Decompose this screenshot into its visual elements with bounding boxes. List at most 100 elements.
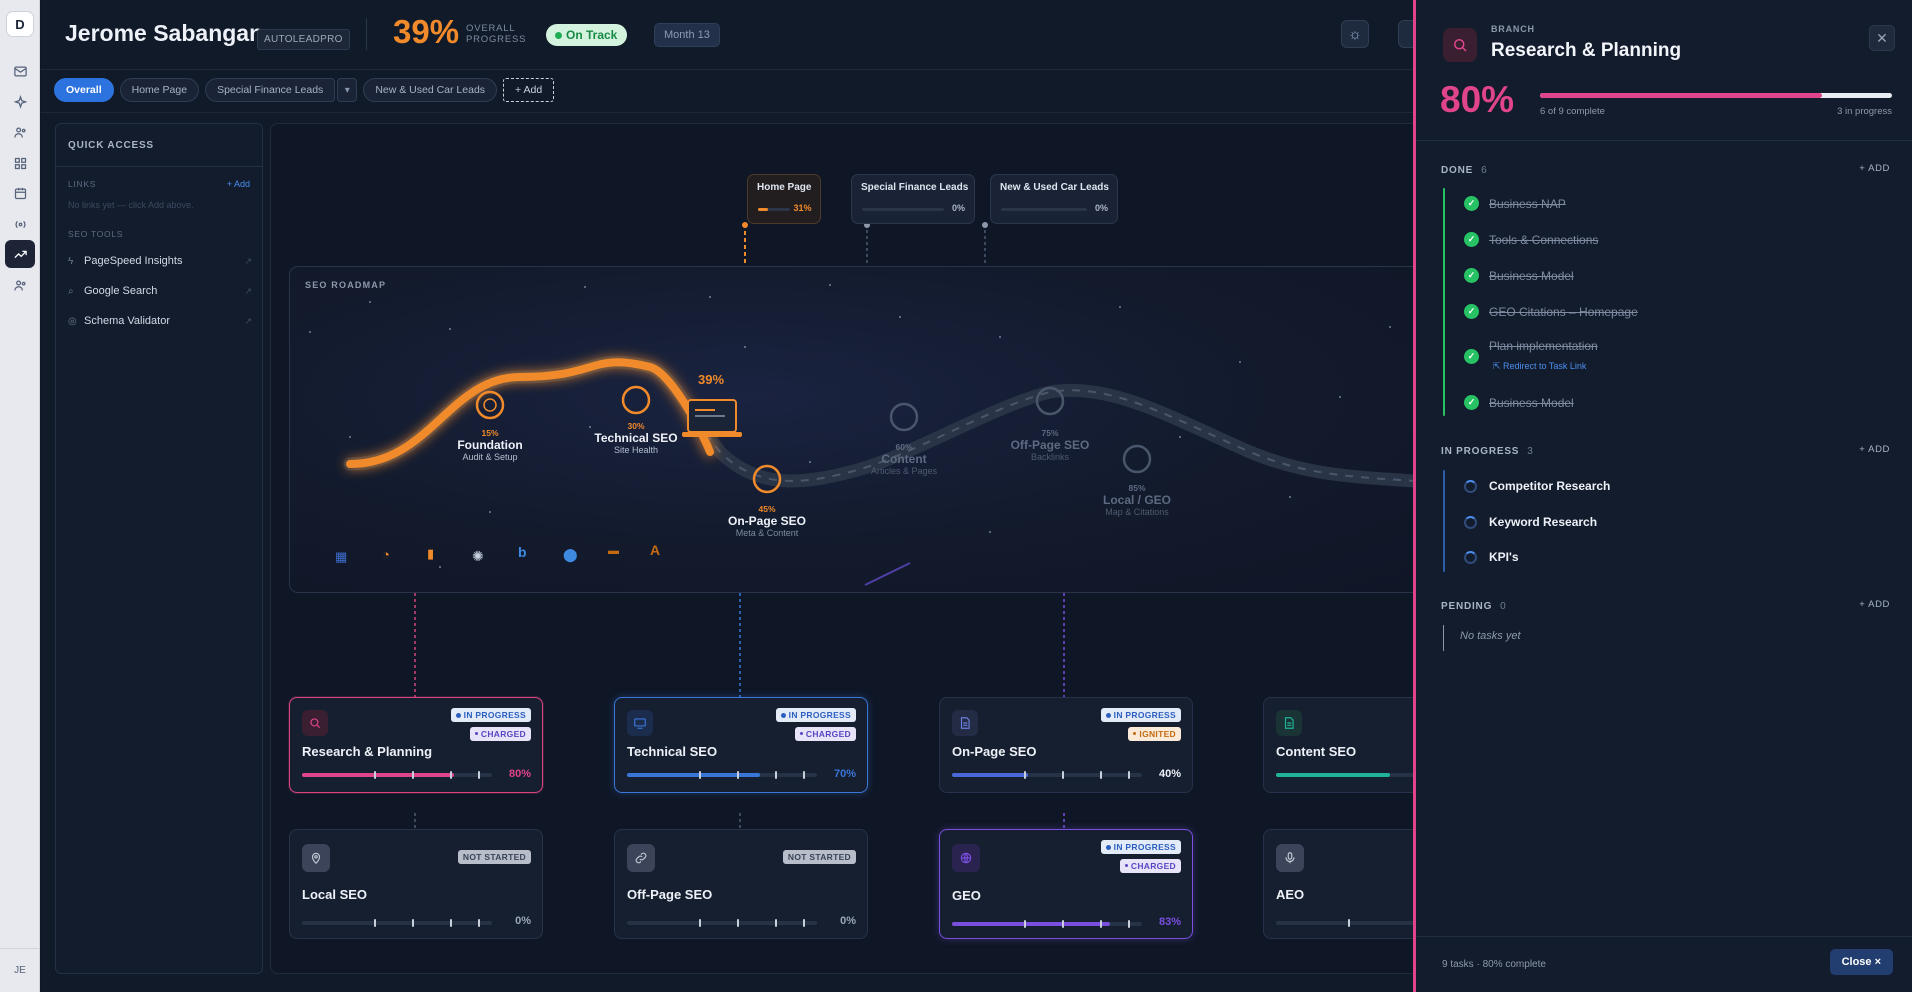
milestone-content[interactable]: 60% Content Articles & Pages: [870, 442, 938, 476]
company-badge: AUTOLEADPRO: [257, 29, 350, 50]
milestone-off-page-seo[interactable]: 75% Off-Page SEO Backlinks: [1010, 428, 1090, 462]
panel-footer-summary: 9 tasks · 80% complete: [1442, 959, 1546, 970]
mail-icon[interactable]: [10, 62, 30, 80]
ahrefs-icon: A: [650, 542, 661, 558]
pending-section-label: PENDING 0: [1441, 601, 1507, 612]
add-tab-button[interactable]: + Add: [503, 78, 555, 102]
task-item[interactable]: ✓ Tools & Connections: [1464, 232, 1598, 247]
add-link-button[interactable]: + Add: [226, 179, 250, 189]
search-icon: ⌕: [68, 285, 74, 297]
task-item[interactable]: Competitor Research: [1464, 479, 1610, 493]
calendar-icon[interactable]: [10, 184, 30, 202]
progress-bar: [302, 771, 492, 779]
seo-tools-label: SEO TOOLS: [68, 229, 124, 239]
task-item[interactable]: ✓ Business NAP: [1464, 196, 1566, 211]
tab-new-used-car-leads[interactable]: New & Used Car Leads: [363, 78, 498, 102]
panel-footer: 9 tasks · 80% complete Close ×: [1416, 936, 1912, 992]
panel-title: Research & Planning: [1491, 40, 1682, 61]
milestone-on-page-seo[interactable]: 45% On-Page SEO Meta & Content: [727, 504, 807, 538]
card-research-planning[interactable]: IN PROGRESS CHARGED Research & Planning …: [289, 697, 543, 793]
status-badge: NOT STARTED: [457, 850, 531, 864]
card-on-page-seo[interactable]: IN PROGRESS IGNITED On-Page SEO 40%: [939, 697, 1193, 793]
workspace-logo[interactable]: D: [6, 11, 34, 37]
monitor-icon: [627, 710, 653, 736]
card-local-seo[interactable]: NOT STARTED Local SEO 0%: [289, 829, 543, 939]
close-button[interactable]: Close ×: [1829, 949, 1893, 975]
gmb-icon: ▦: [335, 549, 348, 564]
team-icon[interactable]: [10, 276, 30, 294]
progress-bar: [952, 771, 1142, 779]
card-title: Content SEO: [1276, 744, 1357, 759]
check-icon: ✓: [1464, 232, 1479, 247]
add-done-task-button[interactable]: + ADD: [1859, 163, 1890, 174]
tool-pagespeed[interactable]: ϟ PageSpeed Insights ↗: [68, 255, 252, 267]
milestone-local-geo[interactable]: 85% Local / GEO Map & Citations: [1102, 483, 1171, 517]
external-link-icon: ↗: [244, 255, 252, 266]
milestone-foundation[interactable]: 15% Foundation Audit & Setup: [457, 428, 523, 462]
top-bar: Jerome Sabangan AUTOLEADPRO 39% OVERALL P…: [41, 0, 1413, 70]
links-label: LINKS: [68, 179, 97, 189]
user-initials[interactable]: JE: [0, 948, 40, 992]
tool-google-search[interactable]: ⌕ Google Search ↗: [68, 285, 252, 297]
task-item[interactable]: ✓ Business Model: [1464, 268, 1574, 283]
header-action-button[interactable]: [1398, 20, 1413, 48]
branch-pill-new-used-car[interactable]: New & Used Car Leads 0%: [990, 174, 1118, 224]
task-item[interactable]: ✓ GEO Citations – Homepage: [1464, 304, 1638, 319]
tab-overall[interactable]: Overall: [54, 78, 114, 102]
card-title: GEO: [952, 888, 981, 903]
tab-special-finance-leads[interactable]: Special Finance Leads: [205, 78, 336, 102]
sparkle-icon[interactable]: [10, 93, 30, 111]
check-circle-icon: ◎: [68, 315, 77, 327]
branch-tabs: Overall Home Page Special Finance Leads …: [54, 78, 555, 102]
theme-toggle-button[interactable]: ☼: [1341, 20, 1369, 48]
users-icon[interactable]: [10, 123, 30, 141]
task-item[interactable]: Keyword Research: [1464, 515, 1597, 529]
status-badge: On Track: [546, 24, 628, 46]
panel-progress-bar: [1540, 93, 1892, 98]
card-off-page-seo[interactable]: NOT STARTED Off-Page SEO 0%: [614, 829, 868, 939]
charged-badge: CHARGED: [794, 727, 856, 741]
branch-pill-special-finance[interactable]: Special Finance Leads 0%: [851, 174, 975, 224]
add-pending-task-button[interactable]: + ADD: [1859, 599, 1890, 610]
card-technical-seo[interactable]: IN PROGRESS CHARGED Technical SEO 70%: [614, 697, 868, 793]
task-item[interactable]: ✓ Business Model: [1464, 395, 1574, 410]
grid-icon[interactable]: [10, 154, 30, 172]
tool-schema-validator[interactable]: ◎ Schema Validator ↗: [68, 315, 252, 327]
check-icon: ✓: [1464, 395, 1479, 410]
trending-icon[interactable]: [5, 240, 35, 268]
close-icon[interactable]: ✕: [1869, 25, 1895, 51]
status-badge: IN PROGRESS: [1100, 840, 1181, 854]
status-badge: NOT STARTED: [782, 850, 856, 864]
quick-access-title: QUICK ACCESS: [68, 140, 154, 151]
progress-bar: [627, 771, 817, 779]
card-content-seo[interactable]: Content SEO: [1263, 697, 1413, 793]
card-title: Off-Page SEO: [627, 887, 713, 902]
add-in-progress-task-button[interactable]: + ADD: [1859, 444, 1890, 455]
search-icon: [302, 710, 328, 736]
task-item[interactable]: ✓ Plan implementation: [1464, 339, 1598, 364]
external-link-icon: ↗: [244, 285, 252, 296]
milestone-technical-seo[interactable]: 30% Technical SEO Site Health: [594, 421, 678, 455]
progress-bar: [302, 919, 492, 927]
globe-icon: [952, 844, 980, 872]
moz-icon: ▬: [608, 545, 619, 557]
card-pct: 80%: [508, 768, 531, 780]
redirect-task-link[interactable]: ⇱ Redirect to Task Link: [1493, 361, 1587, 371]
overall-progress-value: 39%: [393, 13, 460, 50]
tab-dropdown-caret[interactable]: ▾: [337, 78, 358, 102]
quick-access-panel: QUICK ACCESS LINKS + Add No links yet — …: [55, 123, 263, 974]
tab-home-page[interactable]: Home Page: [119, 78, 200, 102]
progress-bar: [1276, 773, 1413, 777]
month-badge[interactable]: Month 13: [654, 23, 720, 47]
task-item[interactable]: KPI's: [1464, 550, 1519, 564]
card-geo[interactable]: IN PROGRESS CHARGED GEO 83%: [939, 829, 1193, 939]
card-title: Technical SEO: [627, 744, 718, 759]
check-icon: ✓: [1464, 349, 1479, 364]
app-rail: D JE: [0, 0, 40, 992]
overall-progress-label: OVERALL PROGRESS: [466, 23, 527, 45]
broadcast-icon[interactable]: [10, 215, 30, 233]
card-title: Local SEO: [302, 887, 368, 902]
card-aeo[interactable]: AEO: [1263, 829, 1413, 939]
panel-pct: 80%: [1440, 79, 1515, 120]
branch-pill-home-page[interactable]: Home Page 31%: [747, 174, 822, 224]
